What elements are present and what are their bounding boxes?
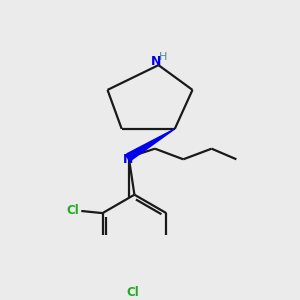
Text: Cl: Cl: [126, 286, 139, 299]
Polygon shape: [127, 129, 175, 160]
Text: N: N: [122, 153, 133, 166]
Text: H: H: [159, 52, 167, 61]
Text: Cl: Cl: [67, 205, 80, 218]
Text: N: N: [151, 56, 162, 68]
